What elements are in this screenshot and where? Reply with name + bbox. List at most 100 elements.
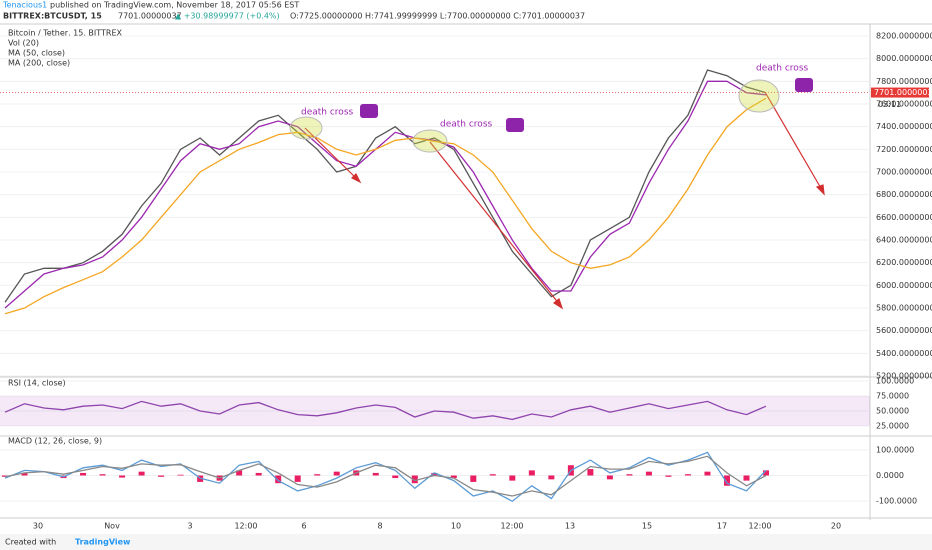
y-tick-label: -100.0000: [876, 497, 917, 506]
panel-title: RSI (14, close): [8, 379, 66, 388]
x-tick-label: Nov: [104, 522, 120, 531]
macd-histogram-bar: [99, 474, 106, 476]
x-tick-label: 13: [565, 522, 575, 531]
macd-histogram-bar: [470, 475, 477, 482]
y-tick-label: 100.0000: [876, 445, 914, 454]
macd-histogram-bar: [236, 470, 243, 476]
y-tick-label: 7400.00000000: [876, 122, 932, 131]
macd-histogram-bar: [723, 475, 730, 486]
annotation: death cross: [440, 120, 493, 130]
macd-histogram-bar: [255, 472, 262, 476]
y-tick-label: 0.0000: [876, 471, 904, 480]
series-line: [4, 80, 767, 309]
annotation: death cross: [301, 108, 354, 118]
legend-entry: MA (50, close): [8, 49, 65, 58]
last-price-box: [871, 87, 929, 98]
y-tick-label: 6000.00000000: [876, 281, 932, 290]
macd-histogram-bar: [80, 472, 87, 476]
last-price-label: 7701.00000037: [874, 88, 932, 97]
y-tick-label: 7000.00000000: [876, 168, 932, 177]
thumbs-icons: [360, 78, 813, 132]
macd-histogram-bar: [431, 472, 438, 476]
macd-histogram-bar: [177, 474, 184, 476]
macd-histogram-bar: [450, 475, 457, 479]
macd-histogram-bar: [704, 471, 711, 476]
footer-bar: [0, 534, 932, 550]
x-tick-label: 3: [187, 522, 192, 531]
arrows: [304, 91, 825, 310]
footer: Created with: [5, 538, 56, 547]
macd-histogram-bar: [548, 475, 555, 480]
legend-entry: Bitcoin / Tether, 15, BITTREX: [8, 29, 123, 38]
macd-histogram-bar: [587, 469, 594, 476]
series-line: [4, 455, 767, 497]
series-line: [4, 97, 767, 315]
macd-histogram-bar: [314, 474, 321, 476]
brand: TradingView: [75, 538, 131, 547]
x-tick-label: 20: [831, 522, 841, 531]
macd-histogram-bar: [509, 475, 516, 481]
y-tick-label: 5600.00000000: [876, 326, 932, 335]
y-tick-label: 6600.00000000: [876, 213, 932, 222]
macd-histogram-bar: [606, 475, 613, 480]
y-tick-label: 5200.00000000: [876, 372, 932, 381]
y-tick-label: 6200.00000000: [876, 258, 932, 267]
y-tick-label: 75.0000: [876, 392, 909, 401]
x-tick-label: 30: [33, 522, 43, 531]
macd-histogram-bar: [411, 475, 418, 484]
macd-histogram-bar: [528, 470, 535, 476]
macd-histogram-bar: [684, 474, 691, 476]
y-tick-label: 5800.00000000: [876, 304, 932, 313]
x-tick-label: 8: [377, 522, 382, 531]
legend-entry: MA (200, close): [8, 59, 70, 68]
macd-histogram-bar: [489, 474, 496, 476]
macd-histogram-bar: [333, 471, 340, 476]
y-tick-label: 5400.00000000: [876, 349, 932, 358]
series-line: [4, 400, 767, 421]
macd-histogram-bar: [119, 475, 126, 478]
x-tick-label: 6: [301, 522, 306, 531]
x-tick-label: 17: [717, 522, 727, 531]
symbol: BITTREX:BTCUSDT, 15: [3, 12, 102, 21]
x-tick-label: 12:00: [748, 522, 771, 531]
x-tick-label: 12:00: [234, 522, 257, 531]
legend-entry: Vol (20): [8, 39, 39, 48]
series-line: [4, 69, 767, 303]
macd-histogram-bar: [392, 475, 399, 479]
y-tick-label: 8000.00000000: [876, 54, 932, 63]
macd-histogram-bar: [372, 472, 379, 476]
x-tick-label: 10: [451, 522, 461, 531]
x-tick-label: 12:00: [500, 522, 523, 531]
macd-histogram-bar: [275, 475, 282, 484]
x-tick-label: 15: [642, 522, 652, 531]
y-tick-label: 25.0000: [876, 422, 909, 431]
last: 7701.00000037: [118, 12, 182, 21]
y-tick-label: 7800.00000000: [876, 77, 932, 86]
y-tick-label: 100.0000: [876, 377, 914, 386]
macd-histogram-bar: [763, 470, 769, 476]
y-tick-label: 7600.00000000: [876, 100, 932, 109]
countdown: 03:11: [878, 100, 901, 109]
y-tick-label: 8200.00000000: [876, 32, 932, 41]
macd-histogram-bar: [294, 475, 301, 482]
macd-histogram-bar: [21, 472, 28, 476]
cross-markers: [289, 79, 780, 153]
author: Tenacious1: [2, 1, 47, 10]
change: ▲ +30.98999977 (+0.4%): [175, 12, 280, 21]
y-tick-label: 6400.00000000: [876, 236, 932, 245]
macd-histogram-bar: [645, 471, 652, 476]
y-tick-label: 50.0000: [876, 407, 909, 416]
annotation: death cross: [756, 64, 809, 74]
panel-title: MACD (12, 26, close, 9): [8, 437, 102, 446]
published: published on TradingView.com, November 1…: [50, 1, 299, 10]
macd-histogram-bar: [626, 474, 633, 476]
macd-histogram-bar: [158, 475, 165, 477]
ohlc: O:7725.00000000 H:7741.99999999 L:7700.0…: [290, 12, 585, 21]
y-tick-label: 7200.00000000: [876, 145, 932, 154]
y-tick-label: 6800.00000000: [876, 190, 932, 199]
macd-histogram-bar: [138, 471, 145, 476]
macd-histogram-bar: [743, 475, 750, 481]
